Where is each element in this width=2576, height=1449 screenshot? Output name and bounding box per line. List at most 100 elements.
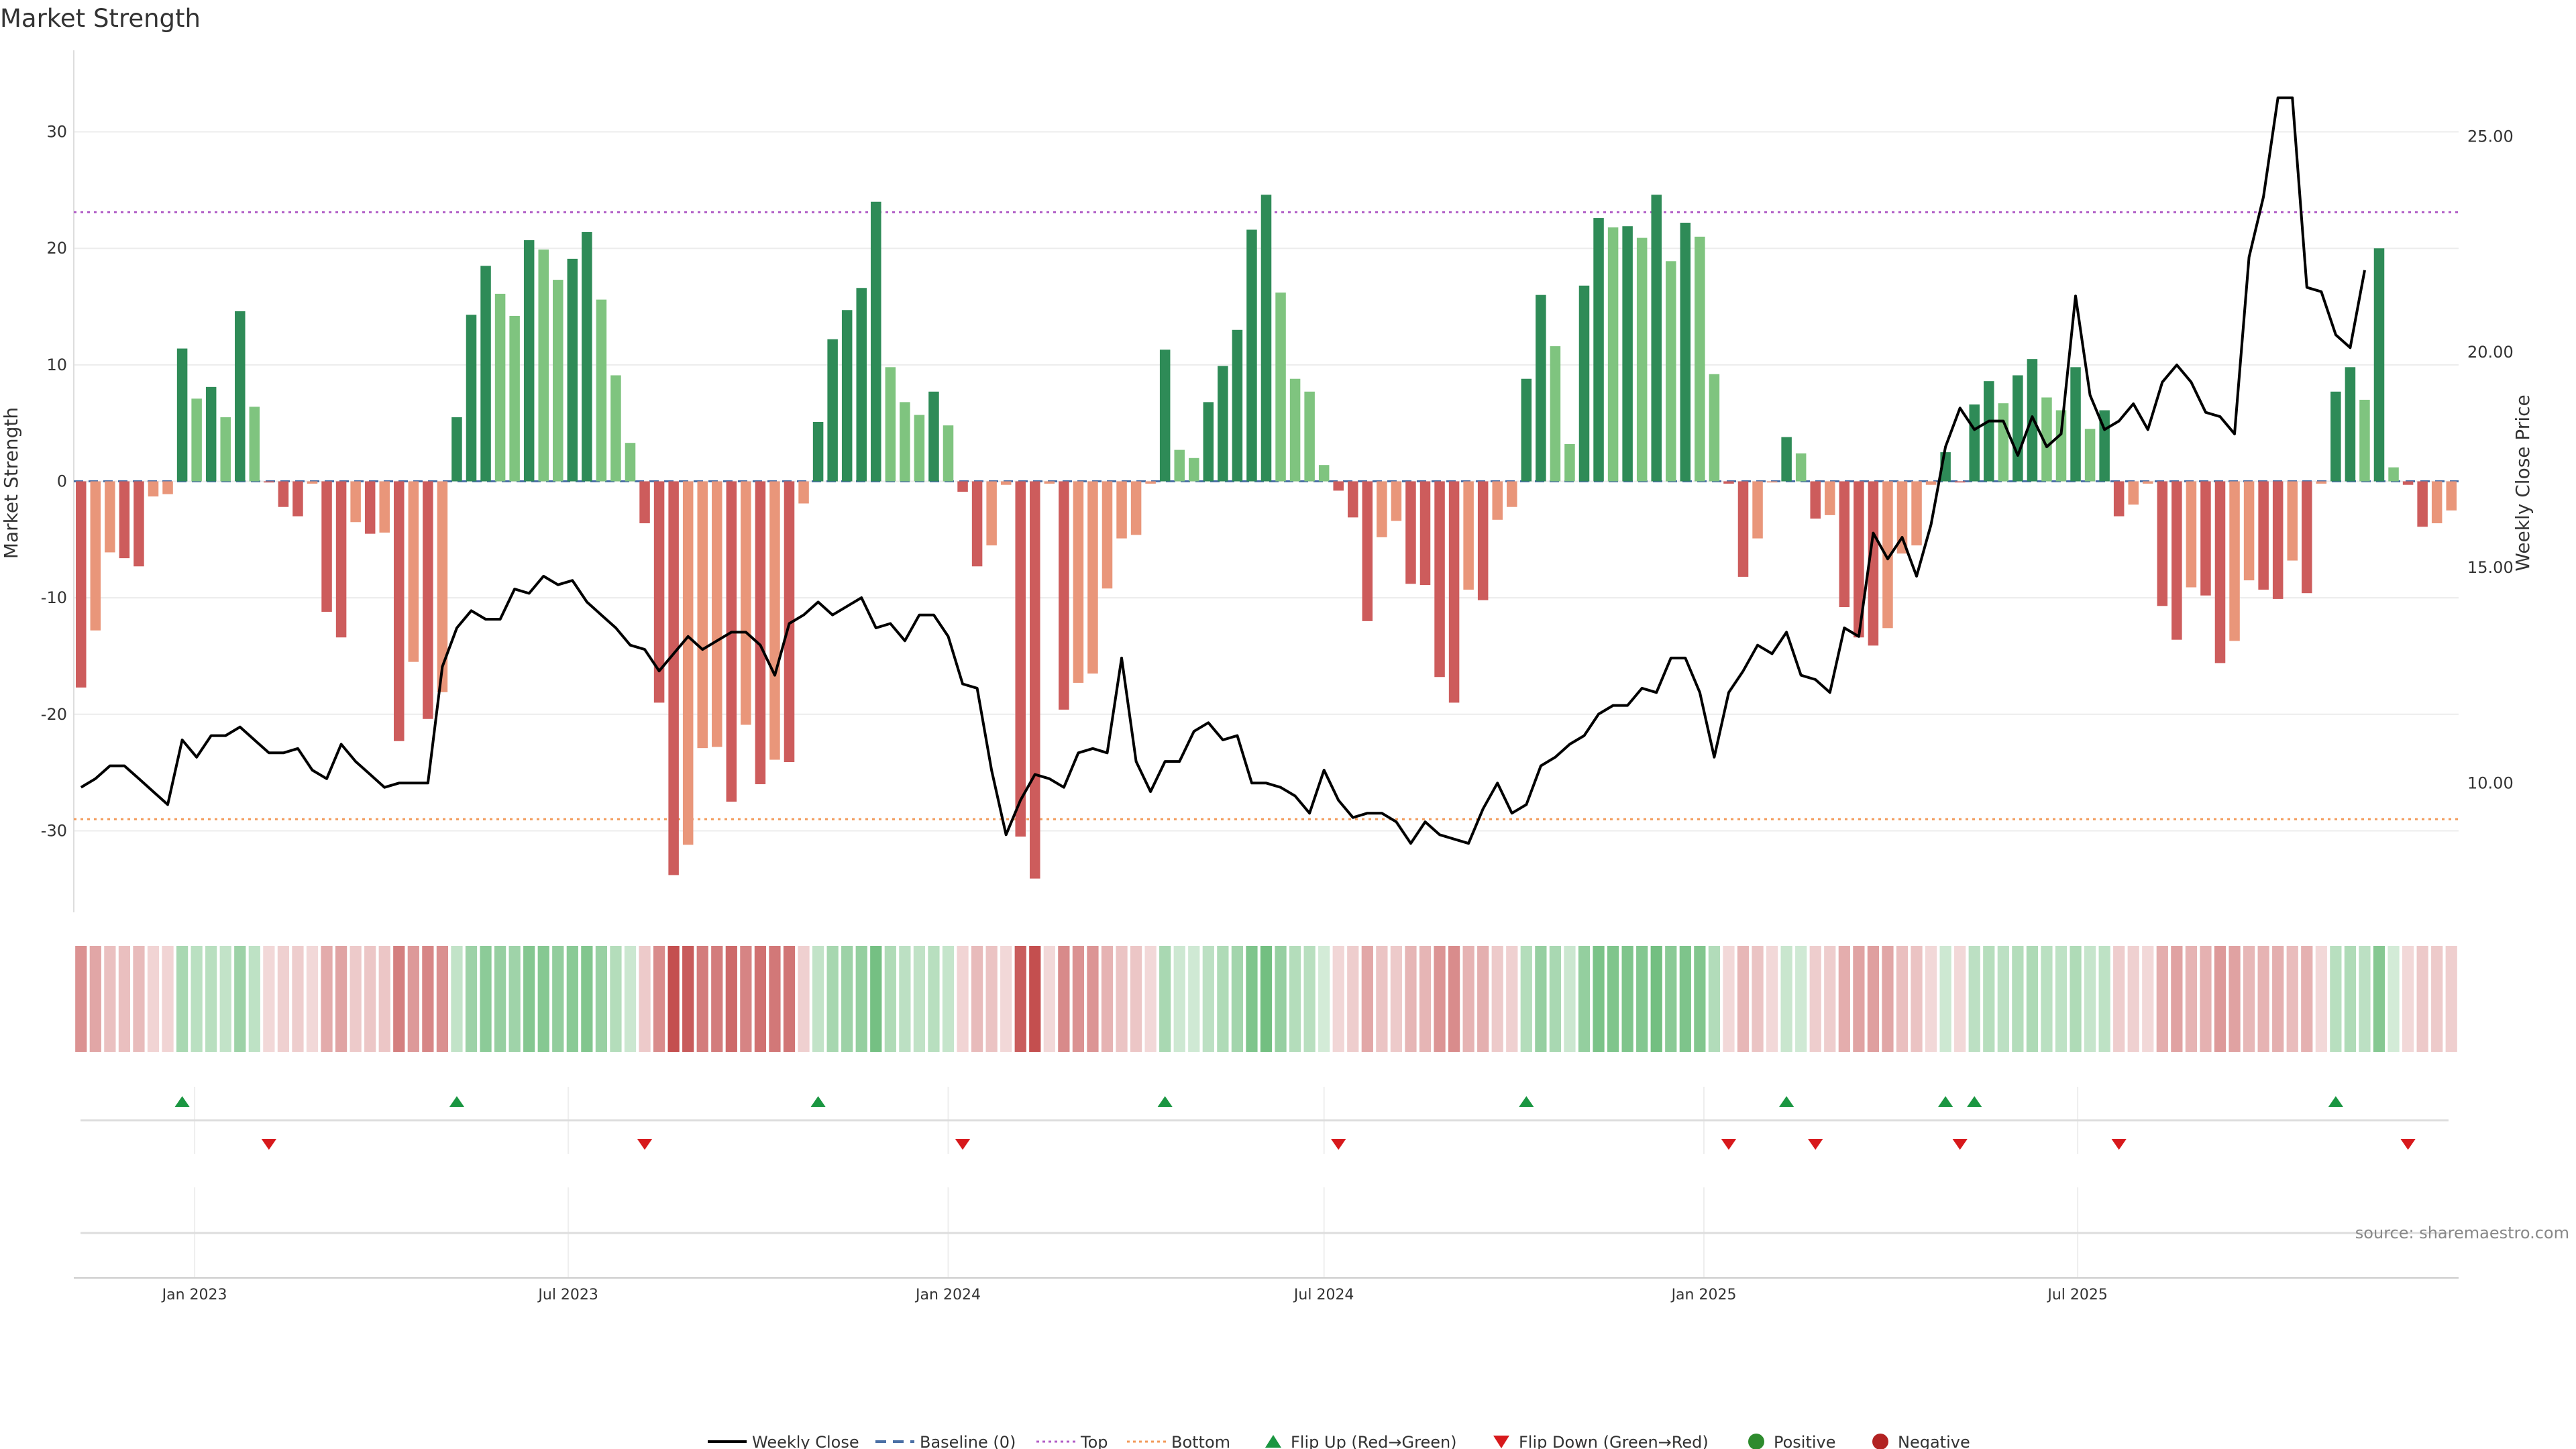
strength-bar [1607, 227, 1619, 482]
strength-bar [1795, 453, 1807, 482]
heatmap-cell [118, 946, 131, 1052]
heatmap-cell [667, 946, 680, 1052]
strength-bar [292, 481, 303, 517]
strength-bar [523, 240, 535, 482]
strength-bar [1810, 481, 1821, 519]
y2-axis-label: Weekly Close Price [2512, 394, 2534, 571]
heatmap-cell [277, 946, 290, 1052]
heatmap-cell [1780, 946, 1792, 1052]
heatmap-cell [639, 946, 651, 1052]
flip-down-marker [1331, 1139, 1346, 1150]
strength-bar [2055, 410, 2067, 482]
strength-bar [350, 481, 361, 523]
heatmap-cell [1983, 946, 1995, 1052]
heatmap-cell [942, 946, 955, 1052]
heatmap-cell [2012, 946, 2024, 1052]
legend-label: Top [1080, 1433, 1108, 1449]
legend-item: Bottom [1127, 1433, 1230, 1449]
heatmap-cell [769, 946, 781, 1052]
strength-bar [394, 481, 405, 741]
heatmap-cell [1087, 946, 1099, 1052]
flip-down-marker [261, 1139, 276, 1150]
flip-down-marker [637, 1139, 653, 1150]
strength-heatmap-strip [75, 946, 2457, 1052]
heatmap-cell [1376, 946, 1388, 1052]
strength-bar [1189, 458, 1199, 482]
strength-bar [2431, 481, 2443, 524]
strength-bar [1925, 481, 1937, 485]
strength-bar [1174, 449, 1185, 482]
heatmap-cell [465, 946, 478, 1052]
strength-bar [653, 481, 665, 703]
reference-lines [74, 211, 2459, 820]
strength-bar [1145, 481, 1156, 484]
heatmap-cell [480, 946, 492, 1052]
strength-bar [1969, 404, 1980, 482]
heatmap-cell [957, 946, 969, 1052]
heatmap-cell [350, 946, 362, 1052]
heatmap-cell [1867, 946, 1880, 1052]
strength-bar [900, 402, 910, 482]
strength-bar [1593, 218, 1604, 482]
strength-bar [2186, 481, 2197, 588]
strength-bar [466, 315, 477, 482]
y-tick-label: -20 [41, 705, 67, 724]
heatmap-cell [1766, 946, 1778, 1052]
heatmap-cell [1896, 946, 1909, 1052]
strength-bar [2128, 481, 2139, 505]
heatmap-cell [2373, 946, 2385, 1052]
heatmap-cell [1694, 946, 1706, 1052]
y2-tick-label: 10.00 [2467, 773, 2514, 792]
flip-up-marker [1938, 1096, 1953, 1107]
heatmap-cell [1173, 946, 1185, 1052]
heatmap-cell [104, 946, 116, 1052]
heatmap-cell [306, 946, 319, 1052]
heatmap-cell [422, 946, 434, 1052]
legend-label: Negative [1898, 1433, 1970, 1449]
strength-bar [856, 288, 867, 482]
strength-bar [2258, 481, 2269, 590]
heatmap-cell [1520, 946, 1532, 1052]
heatmap-cell [176, 946, 189, 1052]
heatmap-cell [1462, 946, 1474, 1052]
heatmap-cell [1217, 946, 1229, 1052]
heatmap-cell [1737, 946, 1750, 1052]
heatmap-cell [2315, 946, 2327, 1052]
heatmap-cell [1578, 946, 1591, 1052]
strength-bar [1362, 481, 1373, 621]
heatmap-cell [1000, 946, 1012, 1052]
heatmap-cell [2301, 946, 2313, 1052]
heatmap-cell [1723, 946, 1735, 1052]
strength-bar [1419, 481, 1431, 586]
heatmap-cell [89, 946, 101, 1052]
heatmap-cell [1809, 946, 1821, 1052]
heatmap-cell [1491, 946, 1503, 1052]
heatmap-cell [1101, 946, 1114, 1052]
strength-bar [841, 310, 853, 482]
strength-bar [235, 311, 246, 482]
heatmap-cell [263, 946, 275, 1052]
heatmap-cell [1997, 946, 2009, 1052]
strength-bar [90, 481, 101, 631]
strength-bar [1839, 481, 1850, 608]
heatmap-cell [2387, 946, 2400, 1052]
x-tick-label: Jan 2024 [914, 1287, 981, 1303]
heatmap-cell [653, 946, 665, 1052]
strength-bar [1477, 481, 1489, 600]
heatmap-cell [1144, 946, 1157, 1052]
heatmap-cell [1188, 946, 1200, 1052]
strength-bar [278, 481, 289, 507]
heatmap-cell [1405, 946, 1417, 1052]
heatmap-cell [2214, 946, 2226, 1052]
strength-bars [76, 195, 2457, 879]
strength-bar [1882, 481, 1893, 629]
flip-up-marker [1157, 1096, 1173, 1107]
heatmap-cell [234, 946, 246, 1052]
strength-bar [1564, 443, 1575, 482]
strength-bar [538, 249, 549, 482]
strength-bar [2243, 481, 2255, 581]
strength-bar [2373, 248, 2385, 482]
strength-bar [1723, 481, 1734, 484]
strength-bar [1203, 402, 1214, 482]
y2-tick-label: 25.00 [2467, 127, 2514, 146]
